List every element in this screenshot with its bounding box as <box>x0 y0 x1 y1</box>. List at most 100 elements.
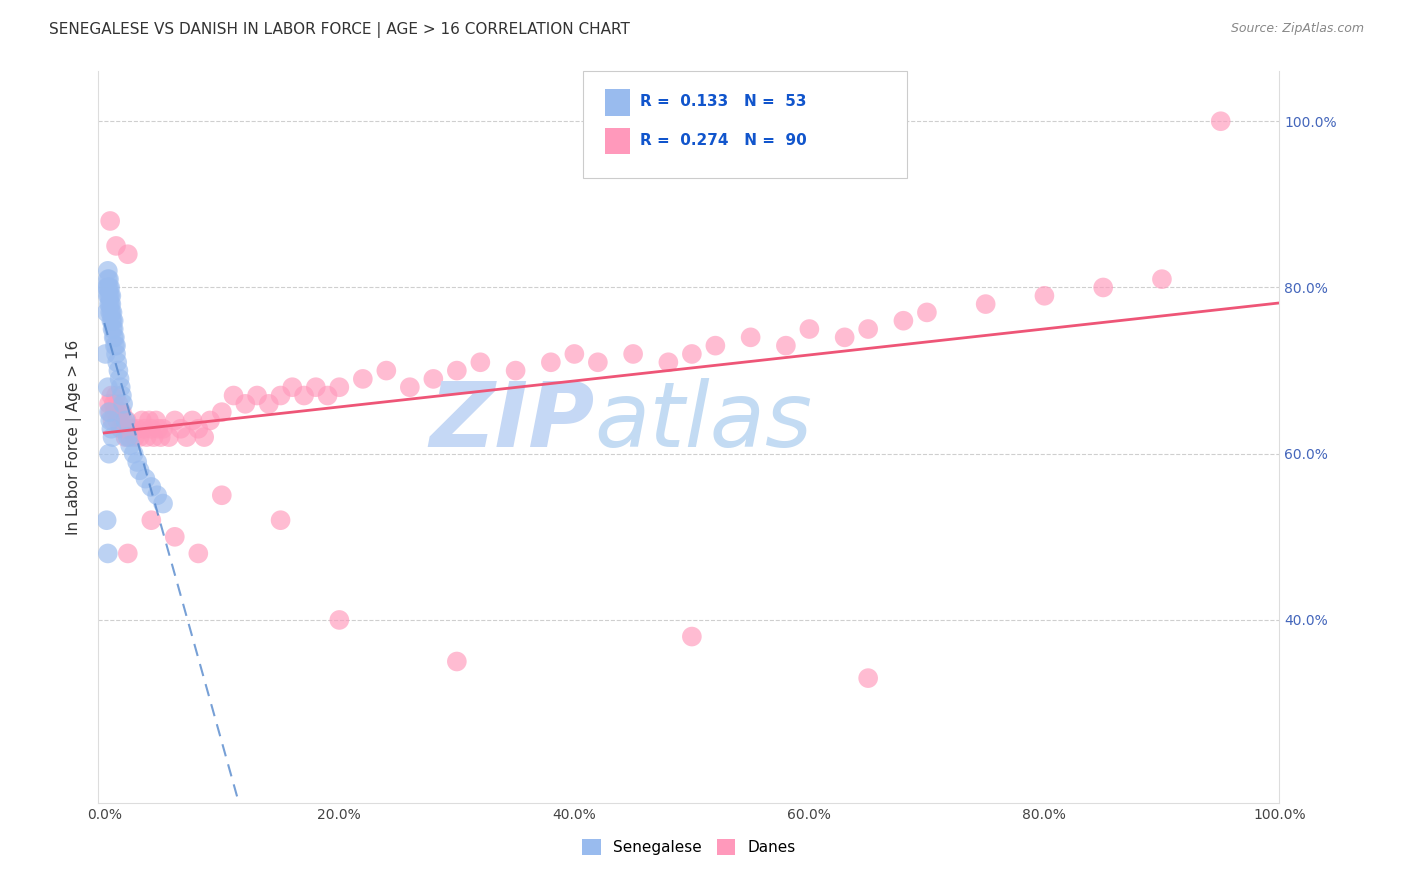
Point <box>681 630 703 644</box>
Point <box>187 546 209 560</box>
Point <box>375 363 398 377</box>
Legend: Senegalese, Danes: Senegalese, Danes <box>576 833 801 861</box>
Point <box>103 397 125 411</box>
Point <box>146 488 169 502</box>
Point <box>974 297 997 311</box>
Point <box>128 463 150 477</box>
Point <box>163 530 186 544</box>
Point <box>328 613 350 627</box>
Point <box>117 546 139 560</box>
Point <box>97 264 120 278</box>
Text: R =  0.274   N =  90: R = 0.274 N = 90 <box>640 133 807 147</box>
Point <box>148 422 170 436</box>
Point <box>105 347 128 361</box>
Point <box>122 447 145 461</box>
Point <box>586 355 609 369</box>
Point <box>141 422 163 436</box>
Point <box>117 430 139 444</box>
Point <box>98 405 121 419</box>
Point <box>222 388 245 402</box>
Point <box>170 422 193 436</box>
Point <box>98 297 121 311</box>
Point <box>96 513 118 527</box>
Point <box>233 397 256 411</box>
Point <box>96 305 118 319</box>
Point <box>105 388 128 402</box>
Point <box>101 413 124 427</box>
Point <box>105 413 128 427</box>
Point <box>120 430 142 444</box>
Point <box>681 347 703 361</box>
Point <box>141 480 163 494</box>
Point <box>305 380 328 394</box>
Point <box>100 314 122 328</box>
Point <box>621 347 644 361</box>
Point <box>446 655 468 669</box>
Point <box>1033 289 1056 303</box>
Point <box>163 413 186 427</box>
Point <box>281 380 304 394</box>
Point <box>398 380 420 394</box>
Point <box>97 546 120 560</box>
Point <box>117 422 139 436</box>
Point <box>100 289 122 303</box>
Text: SENEGALESE VS DANISH IN LABOR FORCE | AGE > 16 CORRELATION CHART: SENEGALESE VS DANISH IN LABOR FORCE | AG… <box>49 22 630 38</box>
Point <box>97 380 120 394</box>
Point <box>135 430 157 444</box>
Point <box>105 355 128 369</box>
Point <box>98 297 121 311</box>
Point <box>316 388 339 402</box>
Point <box>211 405 233 419</box>
Point <box>799 322 821 336</box>
Point <box>100 297 122 311</box>
Point <box>134 472 156 486</box>
Point <box>100 388 122 402</box>
Point <box>97 280 120 294</box>
Point <box>112 422 135 436</box>
Point <box>446 363 468 377</box>
Point <box>100 305 122 319</box>
Point <box>98 289 121 303</box>
Point <box>657 355 679 369</box>
Point <box>422 372 444 386</box>
Point <box>131 413 153 427</box>
Point <box>157 430 180 444</box>
Point <box>98 289 121 303</box>
Point <box>141 513 163 527</box>
Point <box>121 422 143 436</box>
Point <box>127 455 149 469</box>
Text: Source: ZipAtlas.com: Source: ZipAtlas.com <box>1230 22 1364 36</box>
Point <box>270 513 292 527</box>
Point <box>352 372 374 386</box>
Point <box>193 430 215 444</box>
Point <box>110 422 132 436</box>
Point <box>211 488 233 502</box>
Point <box>142 430 165 444</box>
Point <box>114 413 136 427</box>
Point <box>775 338 797 352</box>
Point <box>117 247 139 261</box>
Point <box>292 388 315 402</box>
Point <box>856 322 879 336</box>
Point <box>893 314 915 328</box>
Point <box>110 380 132 394</box>
Point <box>834 330 856 344</box>
Point <box>107 397 129 411</box>
Point <box>1092 280 1115 294</box>
Point <box>145 413 167 427</box>
Point <box>152 422 174 436</box>
Point <box>98 280 121 294</box>
Point <box>856 671 879 685</box>
Point <box>96 280 118 294</box>
Point <box>120 438 142 452</box>
Point <box>105 338 128 352</box>
Point <box>134 422 156 436</box>
Point <box>540 355 562 369</box>
Point <box>127 422 149 436</box>
Point <box>98 272 121 286</box>
Point <box>107 363 129 377</box>
Point <box>704 338 727 352</box>
Point <box>111 405 134 419</box>
Point <box>108 372 131 386</box>
Point <box>98 305 121 319</box>
